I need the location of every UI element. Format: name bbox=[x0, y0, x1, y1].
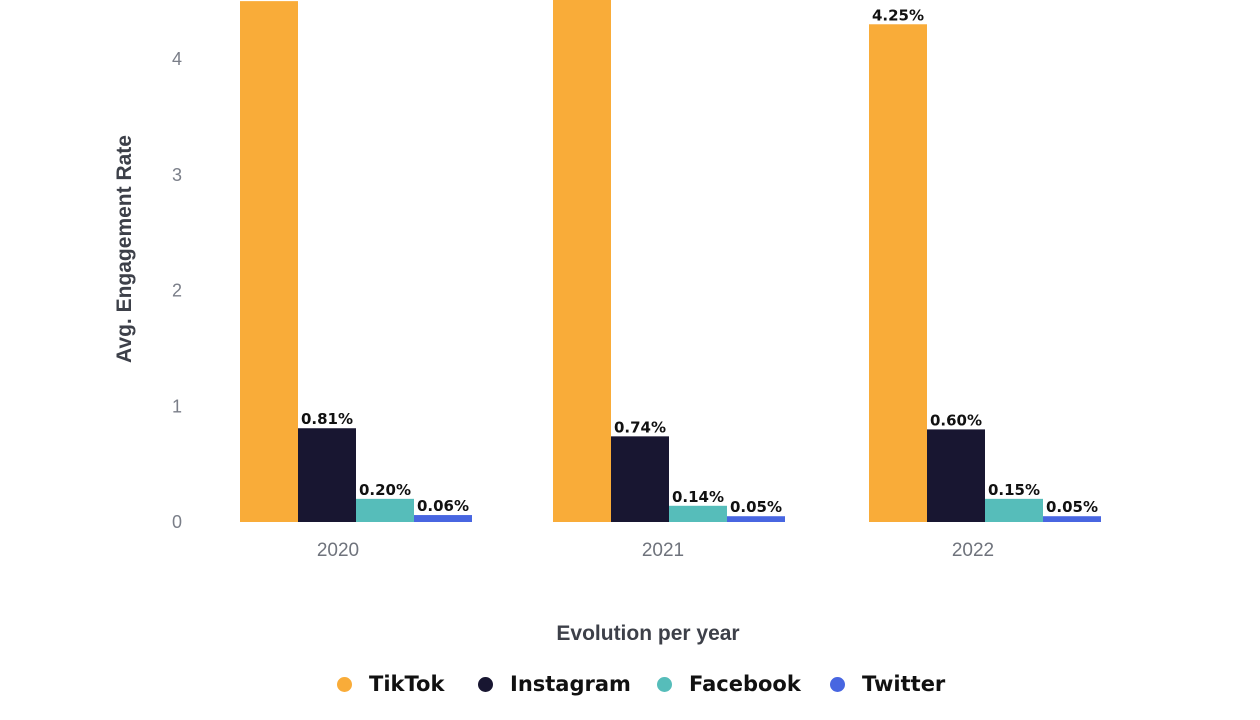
x-category-label: 2020 bbox=[317, 540, 359, 561]
data-label-tiktok-2022: 4.25% bbox=[872, 6, 924, 24]
y-axis-ticks: 0 1 2 3 4 bbox=[172, 49, 182, 532]
legend-item-facebook: Facebook bbox=[657, 664, 801, 704]
data-label-twitter-2020: 0.06% bbox=[417, 497, 469, 515]
bar-instagram-2022 bbox=[927, 429, 985, 522]
legend-label: Facebook bbox=[689, 672, 801, 696]
x-axis-categories: 2020 2021 2022 bbox=[317, 540, 994, 561]
y-tick-label: 2 bbox=[172, 281, 182, 301]
bar-twitter-2021 bbox=[727, 516, 785, 522]
x-category-label: 2021 bbox=[642, 540, 684, 561]
data-labels: 0.81% 0.20% 0.06% 0.74% 0.14% 0.05% 4.25% 0.60%… bbox=[301, 6, 1098, 516]
bar-facebook-2021 bbox=[669, 505, 727, 522]
bar-instagram-2021 bbox=[611, 436, 669, 522]
data-label-twitter-2022: 0.05% bbox=[1046, 498, 1098, 516]
bar-tiktok-2020 bbox=[240, 1, 298, 522]
data-label-facebook-2021: 0.14% bbox=[672, 488, 724, 506]
legend-item-instagram: Instagram bbox=[478, 664, 631, 704]
data-label-facebook-2022: 0.15% bbox=[988, 481, 1040, 499]
data-label-instagram-2021: 0.74% bbox=[614, 418, 666, 436]
data-label-facebook-2020: 0.20% bbox=[359, 481, 411, 499]
bar-instagram-2020 bbox=[298, 428, 356, 522]
x-category-label: 2022 bbox=[952, 540, 994, 561]
legend-label: Instagram bbox=[510, 672, 631, 696]
bar-tiktok-2022 bbox=[869, 24, 927, 523]
legend-item-twitter: Twitter bbox=[830, 664, 945, 704]
y-tick-label: 1 bbox=[172, 396, 182, 416]
legend-dot-icon bbox=[478, 676, 493, 692]
data-label-instagram-2020: 0.81% bbox=[301, 410, 353, 428]
legend-dot-icon bbox=[337, 676, 352, 692]
bars bbox=[240, 0, 1101, 523]
data-label-instagram-2022: 0.60% bbox=[930, 411, 982, 429]
legend-label: Twitter bbox=[862, 672, 946, 696]
bar-facebook-2022 bbox=[985, 498, 1043, 522]
legend-dot-icon bbox=[830, 676, 845, 692]
x-axis-title: Evolution per year bbox=[556, 622, 739, 645]
y-tick-label: 3 bbox=[172, 165, 182, 185]
bar-twitter-2020 bbox=[414, 515, 472, 522]
y-tick-label: 0 bbox=[172, 512, 182, 532]
data-label-twitter-2021: 0.05% bbox=[730, 498, 782, 516]
y-axis-title: Avg. Engagement Rate bbox=[113, 135, 136, 363]
legend-dot-icon bbox=[657, 676, 672, 692]
bar-twitter-2022 bbox=[1043, 516, 1101, 522]
legend: TikTok Instagram Facebook Twitter bbox=[0, 664, 1260, 704]
bar-facebook-2020 bbox=[356, 498, 414, 522]
legend-label: TikTok bbox=[369, 672, 445, 696]
legend-item-tiktok: TikTok bbox=[337, 664, 444, 704]
y-tick-label: 4 bbox=[172, 49, 182, 69]
bar-tiktok-2021 bbox=[553, 0, 611, 522]
